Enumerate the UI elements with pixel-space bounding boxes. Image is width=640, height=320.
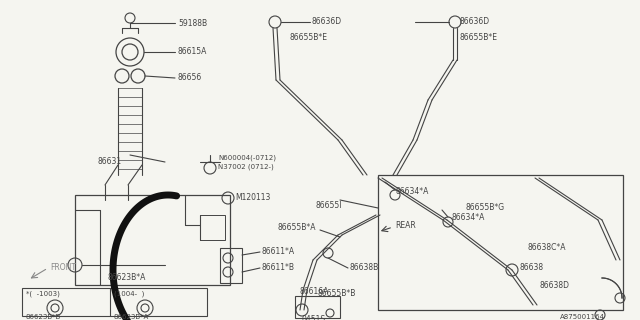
Text: N600004(-0712): N600004(-0712) — [218, 155, 276, 161]
Text: 86634*A: 86634*A — [452, 213, 485, 222]
Text: (1004-  ): (1004- ) — [114, 291, 145, 297]
Text: N37002 (0712-): N37002 (0712-) — [218, 164, 274, 170]
Text: 86638D: 86638D — [540, 281, 570, 290]
Text: 86616A: 86616A — [300, 287, 330, 297]
Text: 0451S: 0451S — [302, 316, 326, 320]
Text: 86655B*G: 86655B*G — [465, 203, 504, 212]
Bar — [22, 288, 207, 316]
Text: 86636D: 86636D — [460, 18, 490, 27]
Text: FRONT: FRONT — [50, 263, 76, 273]
Text: 86655I: 86655I — [316, 201, 342, 210]
Text: 86638: 86638 — [520, 263, 544, 273]
Text: 86623B*A: 86623B*A — [114, 314, 149, 320]
Text: 86631: 86631 — [98, 157, 122, 166]
Text: 86638B: 86638B — [350, 263, 380, 273]
Text: 86655B*B: 86655B*B — [318, 289, 356, 298]
Bar — [220, 248, 242, 283]
Text: 59188B: 59188B — [178, 19, 207, 28]
Text: 86634*A: 86634*A — [396, 188, 429, 196]
Text: 86623B*B: 86623B*B — [26, 314, 61, 320]
Text: REAR: REAR — [395, 220, 416, 229]
Text: M120113: M120113 — [235, 194, 270, 203]
Text: A875001164: A875001164 — [560, 314, 605, 320]
Text: 86636D: 86636D — [312, 18, 342, 27]
Text: *(  -1003): *( -1003) — [26, 291, 60, 297]
Bar — [75, 195, 230, 285]
Text: 86623B*A: 86623B*A — [108, 274, 147, 283]
Text: 86656: 86656 — [178, 74, 202, 83]
Bar — [295, 296, 340, 318]
Bar — [200, 215, 225, 240]
Text: 86638C*A: 86638C*A — [528, 244, 566, 252]
Text: 86611*B: 86611*B — [262, 263, 295, 273]
Bar — [378, 175, 623, 310]
Text: 86615A: 86615A — [178, 47, 207, 57]
Text: 86655B*A: 86655B*A — [278, 223, 317, 233]
Text: 86655B*E: 86655B*E — [460, 34, 498, 43]
Text: 86611*A: 86611*A — [262, 247, 295, 257]
Text: 86655B*E: 86655B*E — [290, 34, 328, 43]
